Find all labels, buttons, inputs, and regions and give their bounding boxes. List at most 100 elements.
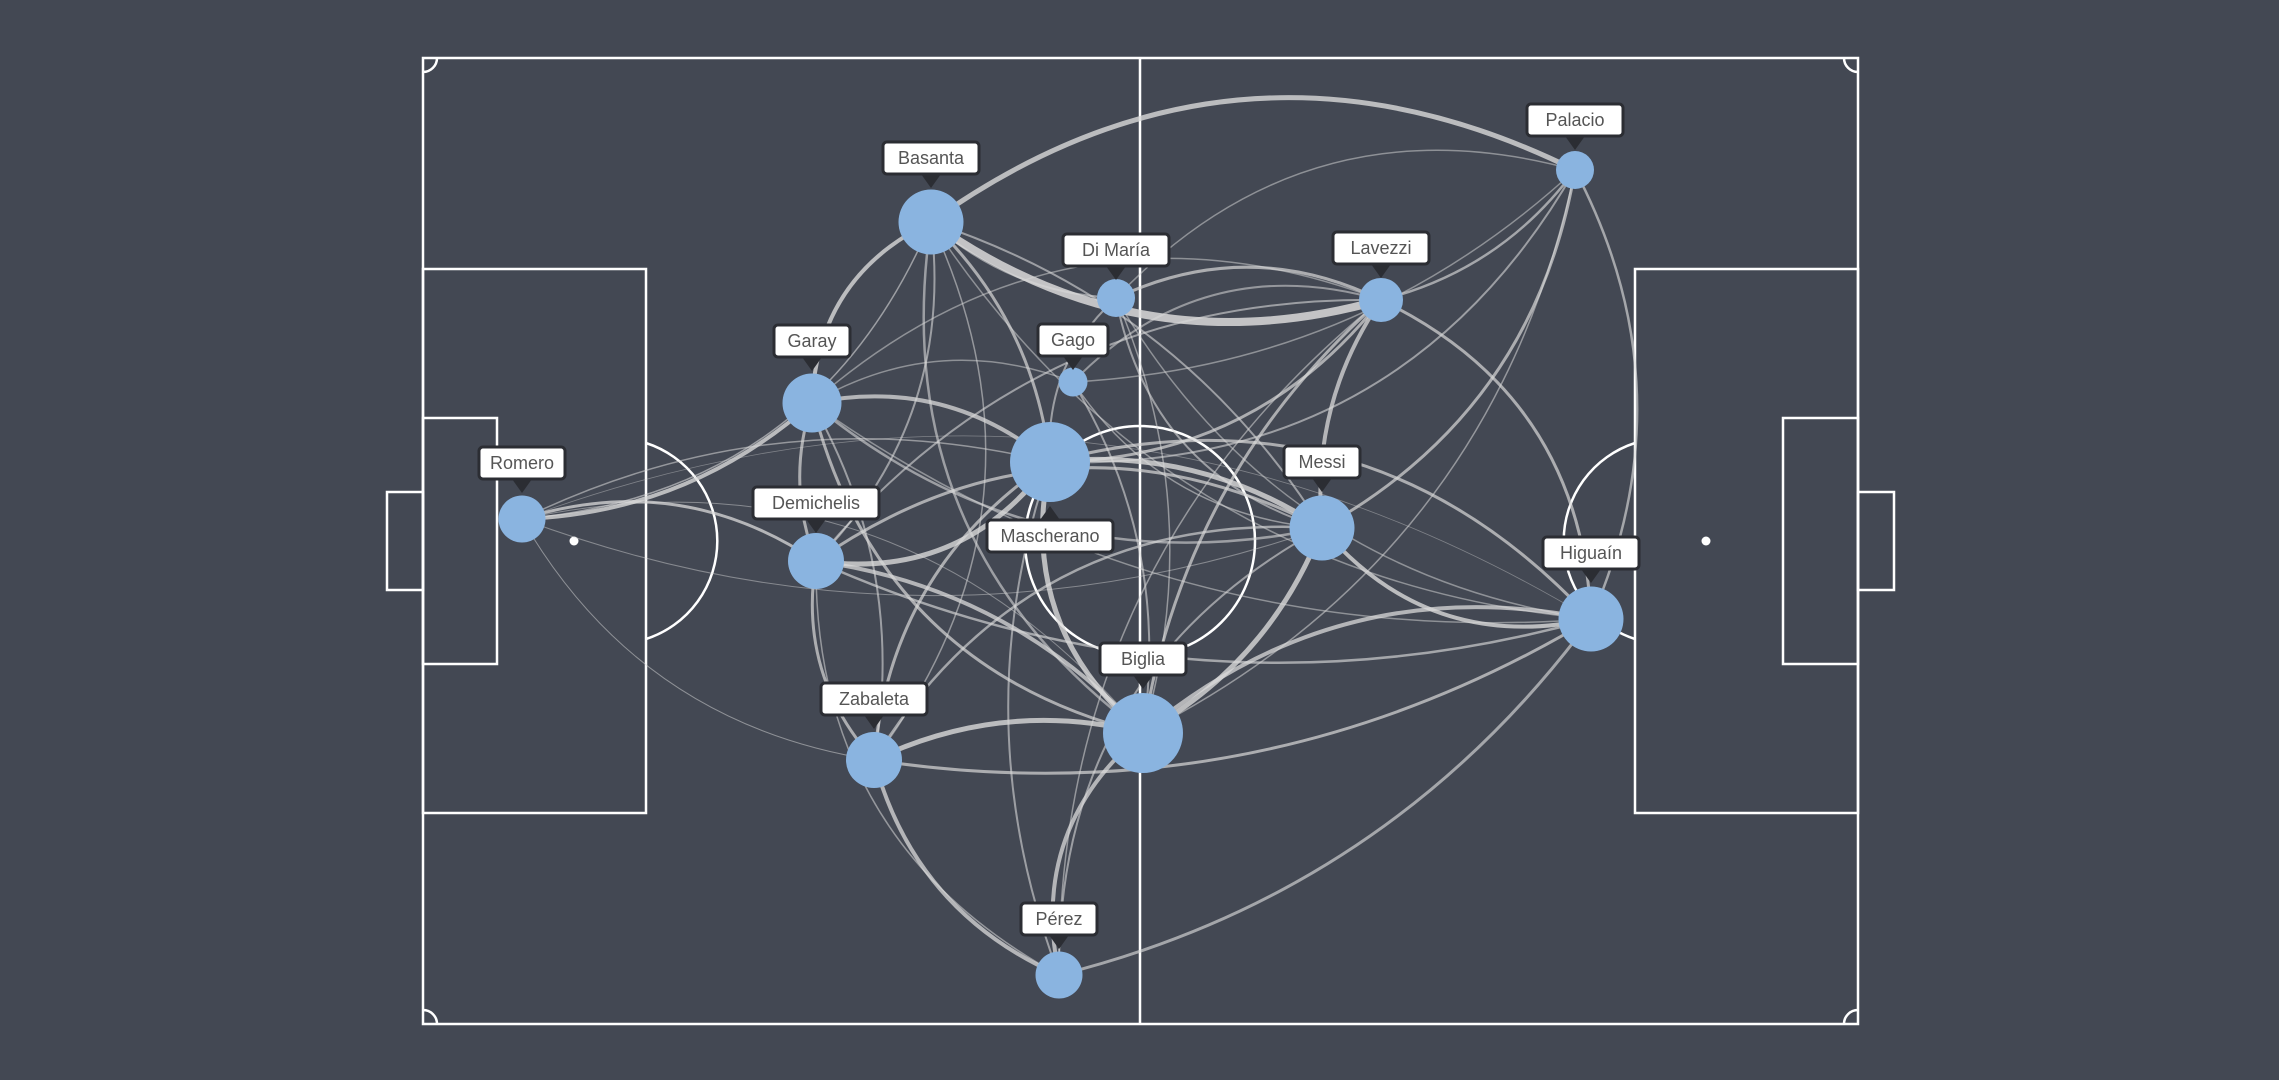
corner-arc-top-right <box>1842 57 1859 74</box>
player-node-garay[interactable] <box>782 373 842 433</box>
left-penalty-area <box>421 267 648 815</box>
label-box <box>1036 322 1110 358</box>
pass-link-biglia-higuain <box>1141 605 1593 735</box>
pass-link-mascherano-lavezzi <box>1048 298 1383 464</box>
player-label-higuain: Higuaín <box>1541 535 1641 583</box>
pass-link-zabaleta-perez <box>872 758 1061 977</box>
player-name: Lavezzi <box>1350 238 1411 258</box>
label-box <box>819 681 929 717</box>
label-pointer <box>921 174 941 188</box>
pass-link-romero-zabaleta <box>521 518 875 761</box>
player-name: Pérez <box>1035 909 1082 929</box>
player-name: Palacio <box>1545 110 1604 130</box>
pass-link-dimaria-palacio <box>1115 149 1576 299</box>
right-penalty-area <box>1633 267 1860 815</box>
player-label-garay: Garay <box>772 323 852 371</box>
player-name: Mascherano <box>1000 526 1099 546</box>
pass-link-mascherano-palacio <box>1049 169 1576 464</box>
player-label-romero: Romero <box>477 445 567 493</box>
pass-link-messi-palacio <box>1320 168 1577 530</box>
pass-link-messi-higuain <box>1320 526 1593 629</box>
label-box <box>772 323 852 359</box>
player-node-basanta[interactable] <box>898 189 964 255</box>
player-label-lavezzi: Lavezzi <box>1331 230 1431 278</box>
pass-link-gago-messi <box>1072 381 1323 529</box>
player-label-gago: Gago <box>1036 322 1110 370</box>
pass-link-dimaria-messi <box>1115 297 1323 529</box>
label-pointer <box>1371 264 1391 278</box>
label-pointer <box>1581 569 1601 583</box>
label-pointer <box>1133 675 1153 689</box>
label-pointer <box>1040 506 1060 520</box>
pass-link-romero-garay <box>520 401 814 521</box>
label-box <box>1019 901 1099 937</box>
player-label-dimaria: Di María <box>1061 232 1171 280</box>
label-box <box>881 140 981 176</box>
right-goal-area <box>1781 416 1860 666</box>
pass-link-garay-biglia <box>810 401 1145 735</box>
player-label-biglia: Biglia <box>1098 641 1188 689</box>
player-node-messi[interactable] <box>1289 495 1355 561</box>
pass-link-perez-higuain <box>1057 617 1593 977</box>
pass-link-demichelis-zabaleta <box>810 559 876 762</box>
player-node-demichelis[interactable] <box>788 533 844 589</box>
player-node-gago[interactable] <box>1058 367 1088 397</box>
pass-link-romero-messi <box>521 518 1323 597</box>
pass-link-lavezzi-higuain <box>1379 298 1593 621</box>
label-pointer <box>1565 136 1585 150</box>
label-box <box>1061 232 1171 268</box>
pass-link-basanta-lavezzi <box>927 218 1385 326</box>
pass-link-gago-biglia <box>1072 381 1151 734</box>
corner-arc-bottom-right <box>1842 1008 1859 1025</box>
label-pointer <box>802 357 822 371</box>
pass-link-basanta-higuain <box>930 221 1592 620</box>
player-label-perez: Pérez <box>1019 901 1099 949</box>
pass-link-demichelis-perez <box>815 560 1060 976</box>
label-pointer <box>864 715 884 729</box>
pass-link-lavezzi-palacio <box>1379 168 1577 302</box>
player-name: Zabaleta <box>839 689 910 709</box>
label-box <box>477 445 567 481</box>
player-node-lavezzi[interactable] <box>1359 278 1403 322</box>
player-name: Demichelis <box>772 493 860 513</box>
label-box <box>1331 230 1431 266</box>
label-pointer <box>1049 935 1069 949</box>
player-node-higuain[interactable] <box>1558 586 1624 652</box>
player-node-dimaria[interactable] <box>1097 279 1135 317</box>
right-penalty-spot <box>1701 536 1711 546</box>
player-name: Romero <box>490 453 554 473</box>
label-pointer <box>1312 478 1332 492</box>
left-penalty-spot <box>569 536 579 546</box>
pass-link-basanta-messi <box>930 221 1323 529</box>
player-node-palacio[interactable] <box>1556 151 1594 189</box>
pass-link-dimaria-lavezzi <box>1114 265 1383 302</box>
label-box <box>1098 641 1188 677</box>
pass-link-mascherano-biglia <box>1040 459 1146 736</box>
pass-link-demichelis-higuain <box>814 559 1593 664</box>
pass-link-basanta-biglia <box>922 220 1145 735</box>
player-name: Garay <box>787 331 836 351</box>
label-pointer <box>512 479 532 493</box>
player-label-basanta: Basanta <box>881 140 981 188</box>
player-label-zabaleta: Zabaleta <box>819 681 929 729</box>
label-box <box>1541 535 1641 571</box>
pass-link-romero-mascherano <box>521 438 1051 520</box>
player-labels: Romero Basanta Garay Demichelis Zabaleta Masc… <box>477 102 1641 949</box>
player-label-messi: Messi <box>1282 444 1362 492</box>
player-name: Gago <box>1051 330 1095 350</box>
player-node-perez[interactable] <box>1035 951 1083 999</box>
right-goal <box>1856 490 1896 592</box>
pass-link-romero-basanta <box>521 221 932 520</box>
pass-link-romero-demichelis <box>520 500 818 563</box>
player-name: Biglia <box>1121 649 1166 669</box>
player-node-biglia[interactable] <box>1103 693 1183 773</box>
corner-arc-top-left <box>422 57 439 74</box>
football-pitch <box>385 56 1896 1026</box>
player-node-zabaleta[interactable] <box>846 732 902 788</box>
player-node-romero[interactable] <box>498 495 546 543</box>
player-node-mascherano[interactable] <box>1010 422 1090 502</box>
label-pointer <box>1106 266 1126 280</box>
label-pointer <box>1063 356 1083 370</box>
